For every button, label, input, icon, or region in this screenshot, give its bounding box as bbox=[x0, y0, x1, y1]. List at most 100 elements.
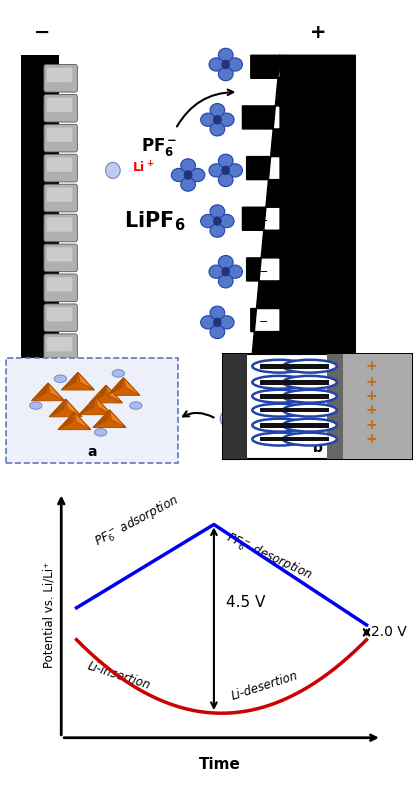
Bar bbox=[224, 354, 247, 460]
Text: +: + bbox=[366, 418, 377, 432]
Ellipse shape bbox=[210, 326, 225, 338]
Ellipse shape bbox=[130, 402, 142, 409]
Bar bbox=[21, 56, 59, 414]
Ellipse shape bbox=[218, 48, 233, 61]
FancyBboxPatch shape bbox=[47, 98, 72, 112]
FancyBboxPatch shape bbox=[47, 157, 72, 172]
Ellipse shape bbox=[54, 375, 66, 383]
Text: C-LTO: C-LTO bbox=[47, 433, 79, 442]
Polygon shape bbox=[66, 399, 82, 417]
FancyBboxPatch shape bbox=[44, 125, 77, 152]
Ellipse shape bbox=[209, 58, 224, 71]
Ellipse shape bbox=[252, 376, 306, 389]
FancyBboxPatch shape bbox=[44, 244, 77, 272]
Text: −: − bbox=[259, 64, 268, 74]
Text: +: + bbox=[309, 23, 326, 42]
Ellipse shape bbox=[222, 60, 230, 69]
Ellipse shape bbox=[210, 306, 225, 319]
Polygon shape bbox=[79, 397, 95, 414]
FancyBboxPatch shape bbox=[44, 364, 77, 391]
Polygon shape bbox=[93, 410, 126, 427]
FancyBboxPatch shape bbox=[224, 354, 412, 460]
Bar bbox=[260, 437, 298, 441]
Polygon shape bbox=[89, 385, 122, 403]
FancyBboxPatch shape bbox=[47, 247, 72, 261]
Ellipse shape bbox=[213, 318, 222, 327]
FancyBboxPatch shape bbox=[44, 394, 77, 422]
Ellipse shape bbox=[201, 113, 215, 126]
Polygon shape bbox=[107, 378, 124, 395]
FancyBboxPatch shape bbox=[6, 358, 178, 464]
Ellipse shape bbox=[283, 403, 337, 417]
Ellipse shape bbox=[112, 370, 125, 377]
Ellipse shape bbox=[210, 123, 225, 136]
Ellipse shape bbox=[283, 390, 337, 403]
Text: Potential vs. Li/Li⁺: Potential vs. Li/Li⁺ bbox=[43, 562, 56, 669]
Polygon shape bbox=[79, 397, 112, 414]
Bar bbox=[291, 364, 329, 368]
Ellipse shape bbox=[184, 171, 192, 179]
FancyBboxPatch shape bbox=[47, 187, 72, 202]
Ellipse shape bbox=[219, 316, 234, 329]
Text: +: + bbox=[366, 389, 377, 403]
FancyBboxPatch shape bbox=[47, 67, 72, 82]
Ellipse shape bbox=[181, 159, 196, 172]
Bar bbox=[291, 422, 329, 427]
Polygon shape bbox=[242, 56, 355, 414]
Polygon shape bbox=[32, 383, 64, 401]
Text: −: − bbox=[259, 115, 268, 125]
Ellipse shape bbox=[252, 403, 306, 417]
Ellipse shape bbox=[218, 67, 233, 81]
Ellipse shape bbox=[210, 103, 225, 117]
Polygon shape bbox=[49, 399, 66, 417]
Ellipse shape bbox=[210, 224, 225, 237]
Polygon shape bbox=[110, 410, 126, 427]
Text: +: + bbox=[366, 432, 377, 446]
Ellipse shape bbox=[30, 402, 42, 409]
Text: $\mathbf{Li^+}$: $\mathbf{Li^+}$ bbox=[132, 160, 154, 175]
Text: $PF_6^-$ desorption: $PF_6^-$ desorption bbox=[223, 530, 315, 584]
FancyBboxPatch shape bbox=[44, 184, 77, 212]
Bar bbox=[260, 364, 298, 368]
Bar bbox=[291, 394, 329, 399]
Polygon shape bbox=[74, 412, 91, 430]
Polygon shape bbox=[58, 412, 91, 430]
Text: −: − bbox=[259, 165, 268, 175]
Text: −: − bbox=[259, 216, 268, 226]
FancyBboxPatch shape bbox=[44, 274, 77, 302]
Polygon shape bbox=[124, 378, 140, 395]
FancyBboxPatch shape bbox=[44, 333, 77, 361]
Ellipse shape bbox=[222, 268, 230, 276]
Text: $\mathbf{LiPF_6}$: $\mathbf{LiPF_6}$ bbox=[124, 210, 186, 233]
FancyBboxPatch shape bbox=[44, 214, 77, 242]
Polygon shape bbox=[48, 383, 64, 401]
FancyBboxPatch shape bbox=[47, 128, 72, 142]
Ellipse shape bbox=[201, 214, 215, 228]
Bar bbox=[291, 408, 329, 413]
Ellipse shape bbox=[283, 433, 337, 445]
Polygon shape bbox=[61, 372, 78, 390]
Ellipse shape bbox=[228, 164, 242, 177]
Polygon shape bbox=[93, 410, 110, 427]
Ellipse shape bbox=[105, 162, 120, 179]
Text: Li-desertion: Li-desertion bbox=[229, 669, 299, 703]
Ellipse shape bbox=[283, 360, 337, 372]
Bar bbox=[280, 56, 355, 414]
Text: a: a bbox=[87, 445, 97, 459]
Text: 2.0 V: 2.0 V bbox=[371, 626, 407, 639]
Text: $\mathbf{PF_6^-}$: $\mathbf{PF_6^-}$ bbox=[140, 137, 177, 158]
Text: Time: Time bbox=[199, 757, 241, 773]
Ellipse shape bbox=[94, 429, 107, 436]
Polygon shape bbox=[107, 378, 140, 395]
Ellipse shape bbox=[252, 433, 306, 445]
Ellipse shape bbox=[171, 168, 186, 182]
FancyBboxPatch shape bbox=[44, 304, 77, 332]
Text: +: + bbox=[366, 359, 377, 373]
Ellipse shape bbox=[283, 376, 337, 389]
Ellipse shape bbox=[218, 154, 233, 168]
Text: −: − bbox=[259, 318, 268, 327]
Bar bbox=[291, 380, 329, 384]
Polygon shape bbox=[95, 397, 112, 414]
Polygon shape bbox=[49, 399, 82, 417]
Text: $PF_6^-$ adsorption: $PF_6^-$ adsorption bbox=[92, 492, 182, 552]
